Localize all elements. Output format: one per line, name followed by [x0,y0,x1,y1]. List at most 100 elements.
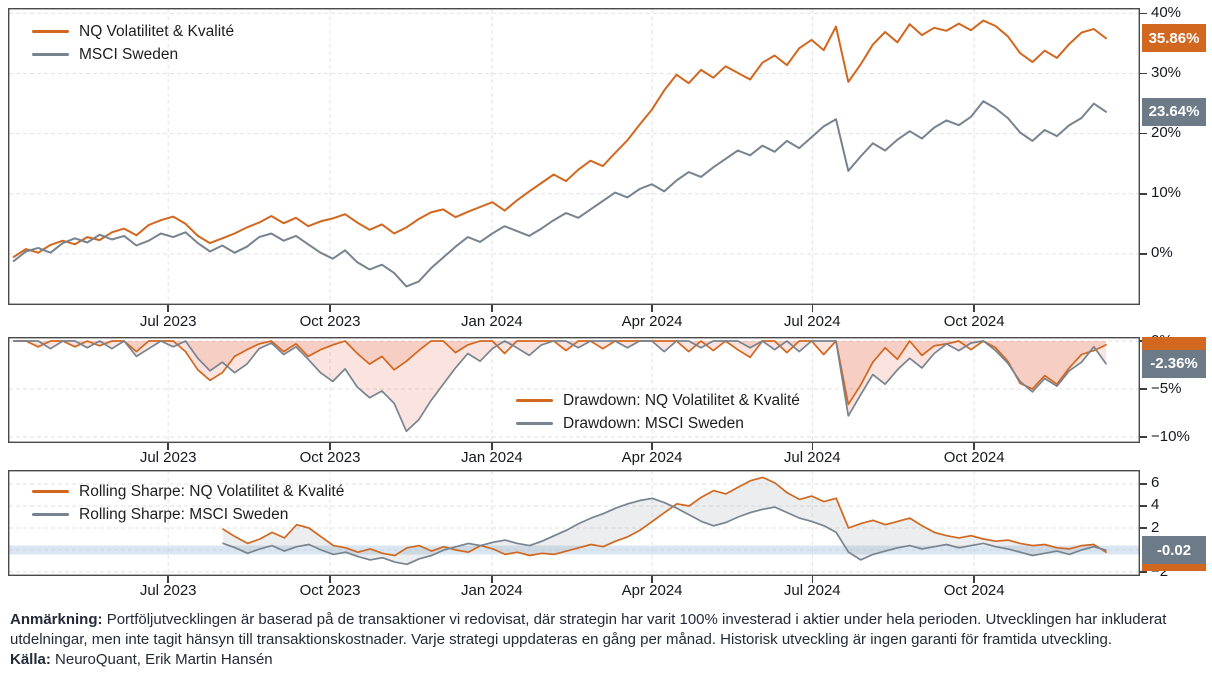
x-tick-mark [811,305,814,312]
legend-label-sharpe-msci: Rolling Sharpe: MSCI Sweden [79,505,289,523]
x-tick-label: Oct 2024 [943,582,1005,599]
x-tick-label: Jan 2024 [461,582,523,599]
y-tick-label: −5% [1151,379,1182,397]
msci-line [222,497,1107,566]
y-tick-label: 0% [1151,244,1173,262]
x-tick-label: Oct 2024 [943,449,1005,466]
x-tick-label: Oct 2023 [299,582,361,599]
msci-value-badge: -2.36% [1142,349,1206,378]
legend-item-drawdown-nq: Drawdown: NQ Volatilitet & Kvalité [508,389,800,412]
x-tick-mark [651,576,653,583]
x-tick-mark [329,305,331,312]
drawdown-svg [8,337,1140,443]
x-tick-label: Jan 2024 [461,313,523,330]
x-tick-label: Jul 2023 [139,313,197,330]
msci-line-swatch [32,512,69,517]
x-tick-mark [329,443,331,450]
y-tick-mark [1140,571,1147,573]
footnote-remark: Anmärkning: Portföljutvecklingen är base… [10,610,1198,650]
msci-value-badge: 23.64% [1142,97,1206,126]
nq-value-badge: 35.86% [1142,24,1206,53]
footnote-remark-label: Anmärkning: [10,611,103,628]
panel-drawdown: Drawdown: NQ Volatilitet & Kvalité Drawd… [8,332,1212,445]
x-tick-label: Jul 2024 [783,313,841,330]
x-tick-label: Jan 2024 [461,449,523,466]
x-axis-row-3: Jul 2023 Oct 2023 Jan 2024 Apr 2024 Jul 2024… [8,576,1212,603]
y-tick-mark [1140,12,1147,15]
nq-line [222,476,1107,557]
panel-cumulative-return: NQ Volatilitet & Kvalité MSCI Sweden 40%… [8,4,1212,305]
x-tick-label: Jul 2023 [139,582,197,599]
legend-label-drawdown-nq: Drawdown: NQ Volatilitet & Kvalité [563,391,800,409]
legend-item-drawdown-msci: Drawdown: MSCI Sweden [508,412,800,435]
cumulative-return-svg [8,8,1140,305]
x-tick-label: Jul 2024 [783,449,841,466]
legend-label-msci: MSCI Sweden [79,45,179,63]
y-tick-mark [1140,193,1147,195]
x-tick-mark [651,443,653,450]
y-tick-label: 40% [1151,3,1182,21]
nq-line-swatch [32,29,69,34]
panel-rolling-sharpe: Rolling Sharpe: NQ Volatilitet & Kvalité… [8,470,1212,580]
x-tick-mark [167,305,169,312]
x-tick-mark [491,443,493,450]
legend-item-sharpe-msci: Rolling Sharpe: MSCI Sweden [24,503,344,526]
legend-sharpe: Rolling Sharpe: NQ Volatilitet & Kvalité… [24,480,344,526]
cumulative-return-plot: NQ Volatilitet & Kvalité MSCI Sweden [8,8,1140,305]
x-tick-mark [973,443,975,450]
x-tick-mark [811,576,814,583]
legend-item-nq: NQ Volatilitet & Kvalité [24,20,234,43]
x-tick-label: Jul 2023 [139,449,197,466]
msci-line-swatch [32,52,69,57]
y-tick-mark [1140,253,1147,255]
legend-label-sharpe-nq: Rolling Sharpe: NQ Volatilitet & Kvalité [79,482,345,500]
y-tick-mark [1140,72,1147,75]
footnote-remark-text: Portföljutvecklingen är baserad på de tr… [10,611,1167,648]
y-tick-mark [1140,436,1147,438]
footnote-source-label: Källa: [10,651,51,668]
chart-figure: NQ Volatilitet & Kvalité MSCI Sweden 40%… [8,4,1212,670]
legend-cumulative: NQ Volatilitet & Kvalité MSCI Sweden [24,20,234,66]
y-tick-mark [1140,505,1147,507]
x-tick-label: Oct 2023 [299,313,361,330]
y-tick-mark [1140,132,1147,135]
y-tick-label: −10% [1151,427,1190,445]
x-tick-mark [651,305,653,312]
msci-line [12,100,1107,288]
y-tick-mark [1140,483,1147,485]
legend-label-drawdown-msci: Drawdown: MSCI Sweden [563,414,744,432]
legend-drawdown: Drawdown: NQ Volatilitet & Kvalité Drawd… [508,389,800,435]
msci-line [12,340,1107,433]
x-tick-mark [811,443,814,450]
x-tick-mark [973,305,975,312]
y-tick-label: 2 [1151,518,1160,536]
x-tick-label: Oct 2024 [943,313,1005,330]
x-axis-row-1: Jul 2023 Oct 2023 Jan 2024 Apr 2024 Jul 2024… [8,305,1212,337]
footnote: Anmärkning: Portföljutvecklingen är base… [8,603,1208,670]
y-tick-label: 4 [1151,496,1160,514]
legend-item-msci: MSCI Sweden [24,43,234,66]
x-tick-mark [973,576,975,583]
x-tick-mark [491,576,493,583]
drawdown-plot: Drawdown: NQ Volatilitet & Kvalité Drawd… [8,337,1140,443]
x-tick-label: Apr 2024 [621,449,683,466]
legend-item-sharpe-nq: Rolling Sharpe: NQ Volatilitet & Kvalité [24,480,344,503]
rolling-sharpe-plot: Rolling Sharpe: NQ Volatilitet & Kvalité… [8,470,1140,576]
nq-value-badge-partial [1142,337,1206,351]
msci-line-swatch [516,421,553,426]
x-axis-row-2: Jul 2023 Oct 2023 Jan 2024 Apr 2024 Jul 2024… [8,443,1212,470]
y-axis-cumulative: 40% 30% 20% 10% 0% 35.86% 23.64% [1140,4,1212,305]
nq-line [12,19,1107,258]
x-tick-mark [167,443,169,450]
x-tick-label: Apr 2024 [621,582,683,599]
nq-line-swatch [516,398,553,403]
y-tick-mark [1140,388,1147,390]
x-tick-mark [491,305,493,312]
nq-line [12,340,1107,406]
x-tick-label: Jul 2024 [783,582,841,599]
y-tick-label: 30% [1151,64,1182,82]
rolling-sharpe-svg [8,470,1140,576]
msci-value-badge: -0.02 [1142,536,1206,565]
x-tick-mark [167,576,169,583]
x-tick-mark [329,576,331,583]
